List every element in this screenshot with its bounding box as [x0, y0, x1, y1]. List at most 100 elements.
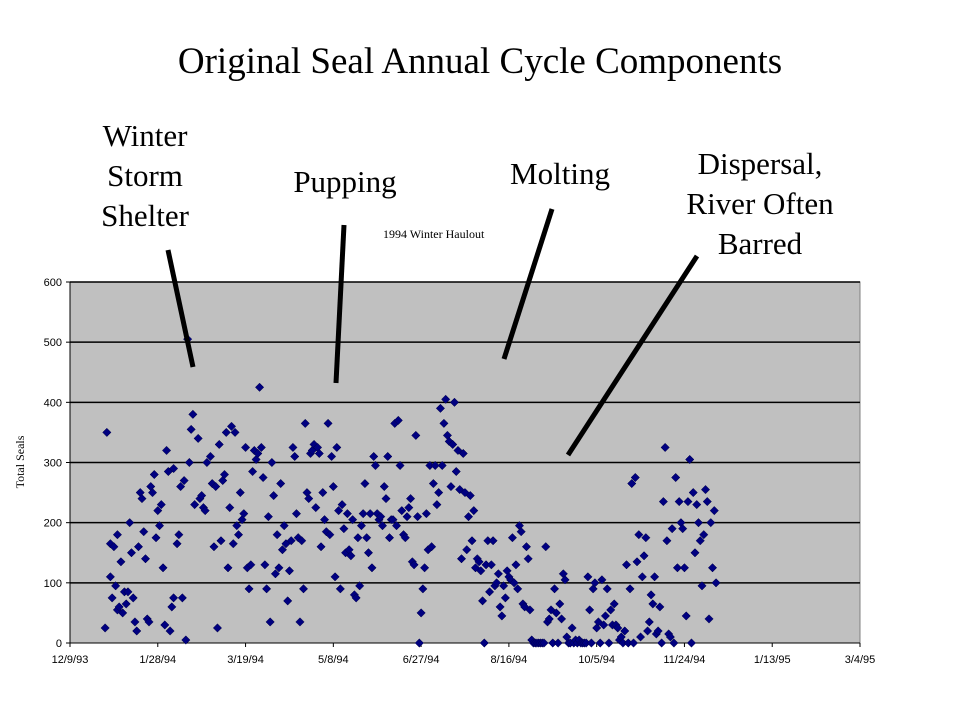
- data-point: [560, 575, 570, 585]
- annotation-dispersal: Dispersal, River Often Barred: [655, 144, 865, 264]
- annotation-line: Dispersal,: [697, 146, 823, 181]
- data-point: [583, 572, 593, 582]
- data-point: [188, 409, 198, 419]
- data-point: [516, 527, 526, 537]
- data-point: [551, 608, 561, 618]
- data-point: [128, 593, 138, 603]
- y-tick-label: 200: [44, 518, 62, 530]
- x-tick-label: 1/13/95: [754, 654, 791, 666]
- data-point: [439, 418, 449, 428]
- data-point: [428, 479, 438, 489]
- data-point: [409, 560, 419, 570]
- annotation-line: Shelter: [101, 198, 189, 233]
- data-point: [465, 491, 475, 501]
- data-point: [446, 482, 456, 492]
- data-point: [662, 536, 672, 546]
- data-point: [265, 617, 275, 627]
- data-point: [186, 424, 196, 434]
- data-point: [549, 584, 560, 594]
- data-point: [244, 584, 254, 594]
- data-point: [269, 491, 279, 501]
- data-point: [314, 448, 324, 459]
- data-point: [383, 451, 393, 462]
- data-point: [620, 626, 630, 636]
- data-point: [190, 500, 200, 510]
- data-point: [411, 430, 421, 440]
- data-point: [111, 581, 121, 591]
- data-point: [393, 415, 403, 425]
- data-point: [681, 611, 691, 621]
- data-point: [160, 620, 170, 630]
- data-point: [602, 584, 612, 594]
- data-point: [214, 439, 224, 450]
- annotation-line: Molting: [510, 156, 610, 191]
- data-point: [488, 536, 498, 546]
- data-point: [107, 593, 117, 603]
- data-point: [169, 463, 179, 474]
- data-point: [209, 542, 219, 552]
- data-point: [628, 638, 639, 648]
- annotation-line: Winter: [102, 118, 188, 153]
- data-point: [478, 596, 488, 606]
- data-point: [246, 560, 256, 570]
- data-point: [283, 596, 293, 606]
- data-point: [291, 509, 302, 519]
- arrow-dispersal: [565, 254, 700, 457]
- data-point: [539, 638, 549, 648]
- data-points: [100, 334, 721, 648]
- annotation-molting: Molting: [480, 154, 640, 194]
- data-point: [158, 563, 168, 573]
- data-point: [311, 503, 321, 513]
- data-point: [272, 530, 282, 540]
- data-point: [233, 530, 244, 540]
- data-point: [456, 554, 467, 564]
- data-point: [241, 442, 251, 453]
- data-point: [641, 533, 651, 543]
- data-point: [685, 454, 695, 465]
- data-point: [553, 638, 563, 648]
- x-tick-label: 3/19/94: [227, 654, 264, 666]
- data-point: [667, 524, 677, 534]
- data-point: [381, 494, 391, 504]
- data-point: [463, 512, 474, 522]
- data-point: [365, 509, 375, 519]
- data-point: [653, 626, 663, 636]
- data-point: [648, 599, 658, 609]
- data-point: [585, 605, 595, 615]
- data-point: [692, 500, 702, 510]
- data-point: [688, 488, 698, 498]
- data-point: [116, 557, 126, 567]
- annotation-line: Storm: [107, 158, 183, 193]
- data-point: [184, 457, 194, 468]
- data-point: [672, 563, 682, 573]
- data-point: [604, 638, 614, 648]
- data-point: [657, 638, 667, 648]
- data-point: [334, 506, 344, 516]
- data-point: [506, 575, 516, 585]
- data-point: [637, 572, 647, 582]
- data-point: [162, 445, 172, 456]
- data-point: [149, 469, 159, 480]
- data-point: [177, 593, 187, 603]
- data-point: [232, 521, 242, 531]
- data-point: [133, 542, 144, 552]
- data-point: [397, 506, 407, 516]
- data-point: [126, 548, 136, 558]
- data-point: [634, 530, 644, 540]
- data-point: [427, 542, 437, 552]
- data-point: [355, 581, 365, 591]
- data-point: [274, 563, 284, 573]
- data-point: [609, 599, 619, 609]
- data-point: [223, 563, 233, 573]
- data-point: [144, 617, 154, 627]
- data-point: [507, 533, 517, 543]
- data-point: [600, 611, 610, 621]
- data-point: [625, 584, 635, 594]
- data-point: [627, 479, 637, 489]
- data-point: [511, 560, 521, 570]
- data-point: [270, 569, 280, 579]
- data-point: [230, 427, 240, 437]
- annotation-pupping: Pupping: [260, 162, 430, 202]
- data-point: [437, 460, 447, 471]
- data-point: [376, 512, 386, 522]
